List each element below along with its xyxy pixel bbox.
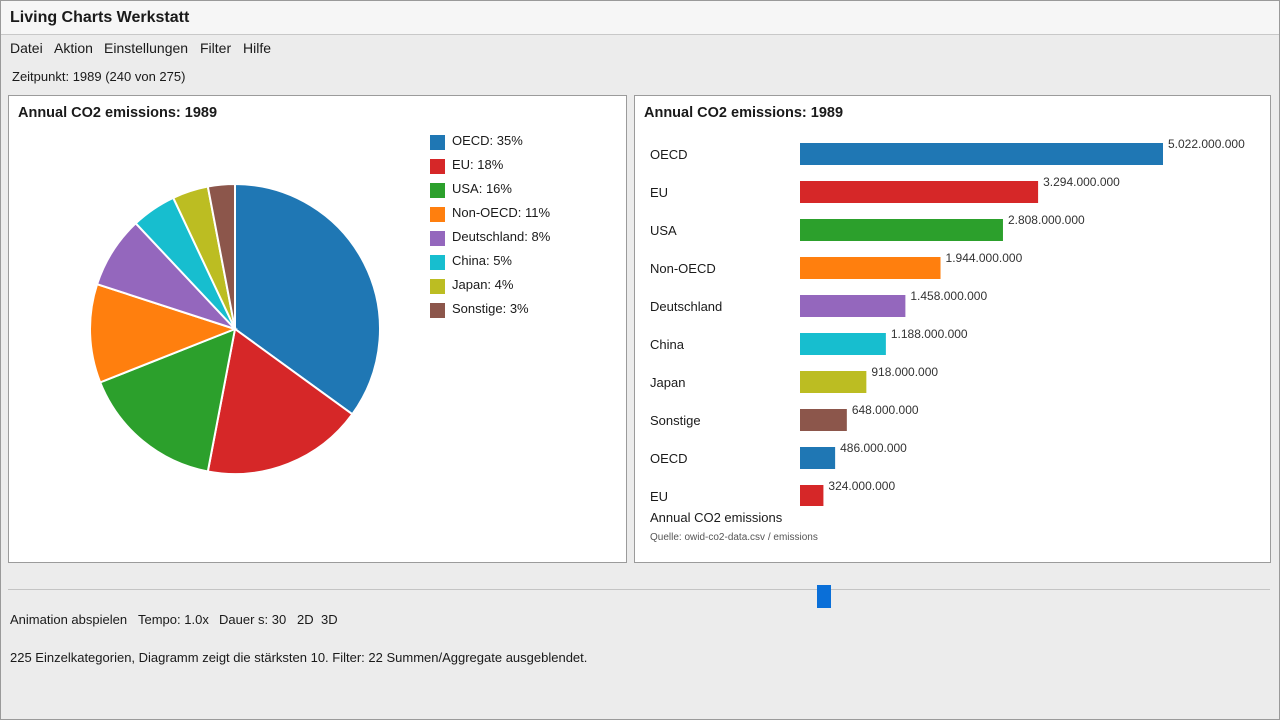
bar-japan bbox=[800, 371, 867, 393]
legend-swatch bbox=[430, 279, 445, 294]
title-bar: Living Charts Werkstatt bbox=[1, 1, 1279, 35]
bar-chart-panel: Annual CO2 emissions: 1989 OECD 5.022.000… bbox=[634, 95, 1271, 563]
pie-slice-oecd bbox=[234, 182, 381, 416]
mode-3d-button[interactable]: 3D bbox=[321, 612, 338, 627]
bar-value-label: 918.000.000 bbox=[871, 365, 938, 379]
bar-value-label: 1.944.000.000 bbox=[946, 251, 1023, 265]
legend-swatch bbox=[430, 135, 445, 150]
legend-label: OECD: 35% bbox=[452, 133, 523, 148]
bar-value-label: 1.188.000.000 bbox=[891, 327, 968, 341]
bar-value-label: 324.000.000 bbox=[828, 479, 895, 493]
bar-value-label: 648.000.000 bbox=[852, 403, 919, 417]
bar-category-label: Non-OECD bbox=[650, 261, 716, 276]
timepoint-label: Zeitpunkt: 1989 (240 von 275) bbox=[12, 69, 186, 84]
bar-value-label: 2.808.000.000 bbox=[1008, 213, 1085, 227]
bar-eu bbox=[800, 485, 824, 506]
pie-chart-panel: Annual CO2 emissions: 1989 OECD: 35% EU: … bbox=[8, 95, 627, 563]
legend-item: EU: 18% bbox=[430, 156, 600, 174]
bar-category-label: EU bbox=[650, 489, 668, 504]
pie-slice-sonstige bbox=[206, 182, 236, 330]
legend-swatch bbox=[430, 207, 445, 222]
bar-category-label: EU bbox=[650, 185, 668, 200]
bar-category-label: OECD bbox=[650, 451, 688, 466]
menu-einstellungen[interactable]: Einstellungen bbox=[104, 40, 189, 56]
legend-label: USA: 16% bbox=[452, 181, 512, 196]
legend-label: Japan: 4% bbox=[452, 277, 514, 292]
legend-label: Deutschland: 8% bbox=[452, 229, 551, 244]
timeline-slider-thumb[interactable] bbox=[817, 585, 831, 608]
bar-category-label: China bbox=[650, 337, 685, 352]
legend-item: Deutschland: 8% bbox=[430, 228, 600, 246]
duration-control[interactable]: Dauer s: 30 bbox=[219, 612, 287, 627]
bar-chart-axis-label: Annual CO2 emissions bbox=[650, 510, 783, 525]
bar-china bbox=[800, 333, 886, 355]
legend-swatch bbox=[430, 159, 445, 174]
mode-2d-button[interactable]: 2D bbox=[297, 612, 314, 627]
bar-oecd bbox=[800, 447, 836, 469]
tempo-control[interactable]: Tempo: 1.0x bbox=[138, 612, 209, 627]
bar-usa bbox=[800, 219, 1003, 241]
pie-chart-title: Annual CO2 emissions: 1989 bbox=[18, 105, 218, 121]
bar-category-label: USA bbox=[650, 223, 677, 238]
menu-hilfe[interactable]: Hilfe bbox=[243, 40, 272, 56]
bar-value-label: 1.458.000.000 bbox=[910, 289, 987, 303]
timeline-slider-track[interactable] bbox=[8, 589, 1270, 590]
bar-chart-title: Annual CO2 emissions: 1989 bbox=[644, 105, 844, 121]
menu-datei[interactable]: Datei bbox=[10, 40, 43, 56]
pie-slice-eu bbox=[206, 327, 354, 475]
bar-chart: OECD 5.022.000.000 EU 3.294.000.000 USA 2.808… bbox=[650, 137, 1245, 506]
status-text: 225 Einzelkategorien, Diagramm zeigt die… bbox=[10, 650, 588, 665]
bar-value-label: 486.000.000 bbox=[840, 441, 907, 455]
legend-label: EU: 18% bbox=[452, 157, 504, 172]
legend-item: China: 5% bbox=[430, 252, 600, 270]
menu-aktion[interactable]: Aktion bbox=[54, 40, 93, 56]
bar-value-label: 3.294.000.000 bbox=[1043, 175, 1120, 189]
bar-value-label: 5.022.000.000 bbox=[1168, 137, 1245, 151]
legend-swatch bbox=[430, 231, 445, 246]
bar-deutschland bbox=[800, 295, 906, 317]
bar-chart-source: Quelle: owid-co2-data.csv / emissions bbox=[650, 532, 818, 543]
legend-swatch bbox=[430, 255, 445, 270]
pie-slice-usa bbox=[98, 327, 237, 473]
bar-category-label: Sonstige bbox=[650, 413, 701, 428]
bar-category-label: OECD bbox=[650, 147, 688, 162]
menu-filter[interactable]: Filter bbox=[200, 40, 232, 56]
bar-sonstige bbox=[800, 409, 847, 431]
bar-category-label: Japan bbox=[650, 375, 685, 390]
bar-category-label: Deutschland bbox=[650, 299, 722, 314]
legend-swatch bbox=[430, 303, 445, 318]
legend-item: USA: 16% bbox=[430, 180, 600, 198]
window-title: Living Charts Werkstatt bbox=[10, 9, 190, 26]
play-animation-button[interactable]: Animation abspielen bbox=[10, 612, 128, 627]
pie-slice-non-oecd bbox=[89, 282, 238, 384]
legend-item: Japan: 4% bbox=[430, 276, 600, 294]
bar-non-oecd bbox=[800, 257, 941, 279]
bar-oecd bbox=[800, 143, 1163, 165]
legend-label: China: 5% bbox=[452, 253, 512, 268]
legend-item: Non-OECD: 11% bbox=[430, 204, 600, 222]
legend-label: Sonstige: 3% bbox=[452, 301, 529, 316]
pie-chart bbox=[89, 182, 381, 475]
legend-label: Non-OECD: 11% bbox=[452, 205, 551, 220]
legend-item: OECD: 35% bbox=[430, 132, 600, 150]
bar-eu bbox=[800, 181, 1039, 203]
legend-swatch bbox=[430, 183, 445, 198]
legend-item: Sonstige: 3% bbox=[430, 300, 600, 318]
